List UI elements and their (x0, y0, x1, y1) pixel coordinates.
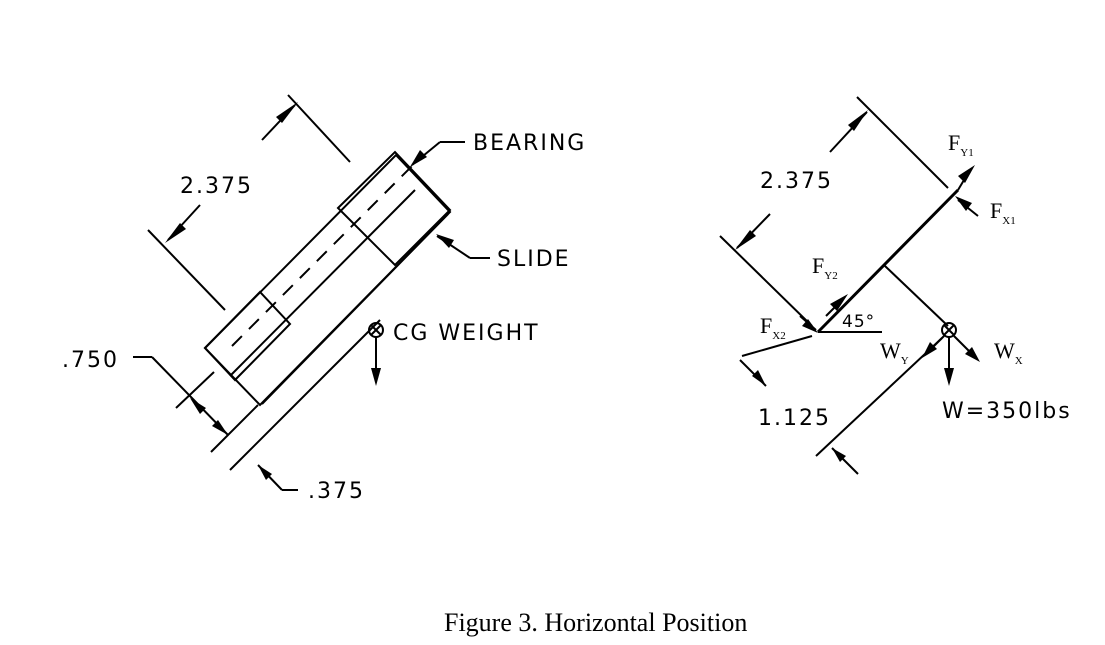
arrow-375 (258, 465, 272, 480)
cg-weight-arrow (371, 368, 381, 386)
fy2-label: FY2 (812, 253, 838, 282)
bearing-label: BEARING (473, 131, 586, 156)
wy-arrow (922, 342, 937, 358)
arrow-750-b (212, 420, 228, 435)
bearing-arrow (410, 150, 427, 167)
r-arrow-low-b (832, 448, 846, 462)
left-figure: 2.375 .750 .375 BEARING SLIDE CG WEIGHT (62, 94, 586, 504)
rail-centerline (231, 157, 421, 347)
slide-body (203, 153, 452, 407)
cg-weight-label: CG WEIGHT (393, 321, 540, 346)
r-arrow-dim-right (848, 110, 868, 131)
fx2-label: FX2 (760, 313, 786, 342)
r-ext-low-b (815, 337, 943, 457)
w-arrow (944, 368, 954, 386)
r-arrow-low-a (752, 370, 766, 386)
arrow-dim-right (276, 102, 298, 123)
right-dim-top-label: 2.375 (760, 169, 833, 194)
dim-750 (151, 356, 229, 436)
left-dim-top-label: 2.375 (180, 174, 253, 199)
left-dim-750-label: .750 (62, 348, 119, 373)
fy2-arrow (830, 294, 848, 311)
wx-label: WX (994, 338, 1023, 367)
r-cg-cross-b (943, 324, 955, 336)
fx2-arrow (802, 319, 818, 333)
weight-label: W=350lbs (942, 399, 1072, 424)
ext-line-top (287, 94, 351, 163)
ext-line-bottom (147, 229, 226, 311)
arrow-dim-left (165, 223, 186, 243)
upper-bearing-block (336, 150, 452, 267)
r-ext-mid (719, 235, 813, 327)
ext-375 (229, 319, 381, 471)
lower-bearing-block (203, 290, 292, 382)
member-line (816, 188, 960, 334)
right-figure: 2.375 1.125 FY1 FX1 FY2 FX2 45° W=350lb (719, 96, 1072, 475)
r-arrow-dim-left (735, 230, 756, 250)
fx1-arrow (955, 196, 972, 211)
r-ext-top (856, 96, 949, 189)
fy1-label: FY1 (948, 130, 974, 159)
r-ext-low-a (741, 335, 813, 357)
slide-arrow (436, 234, 454, 248)
slide-label: SLIDE (497, 247, 571, 272)
right-dim-bottom-label: 1.125 (758, 406, 831, 431)
fy1-arrow (958, 165, 975, 183)
fx1-label: FX1 (990, 198, 1016, 227)
ext-750-a (175, 371, 215, 409)
ext-750-b (210, 404, 259, 453)
wx-arrow (965, 347, 980, 362)
cg-link (884, 265, 949, 327)
rail-line-inner (229, 189, 416, 377)
wy-label: WY (880, 338, 909, 367)
cg-cross-b (370, 324, 382, 336)
figure-caption: Figure 3. Horizontal Position (444, 608, 747, 637)
left-dim-375-label: .375 (308, 479, 365, 504)
rail-line-outer (261, 213, 449, 405)
angle-label: 45° (842, 312, 875, 332)
arrow-750-a (190, 398, 206, 414)
